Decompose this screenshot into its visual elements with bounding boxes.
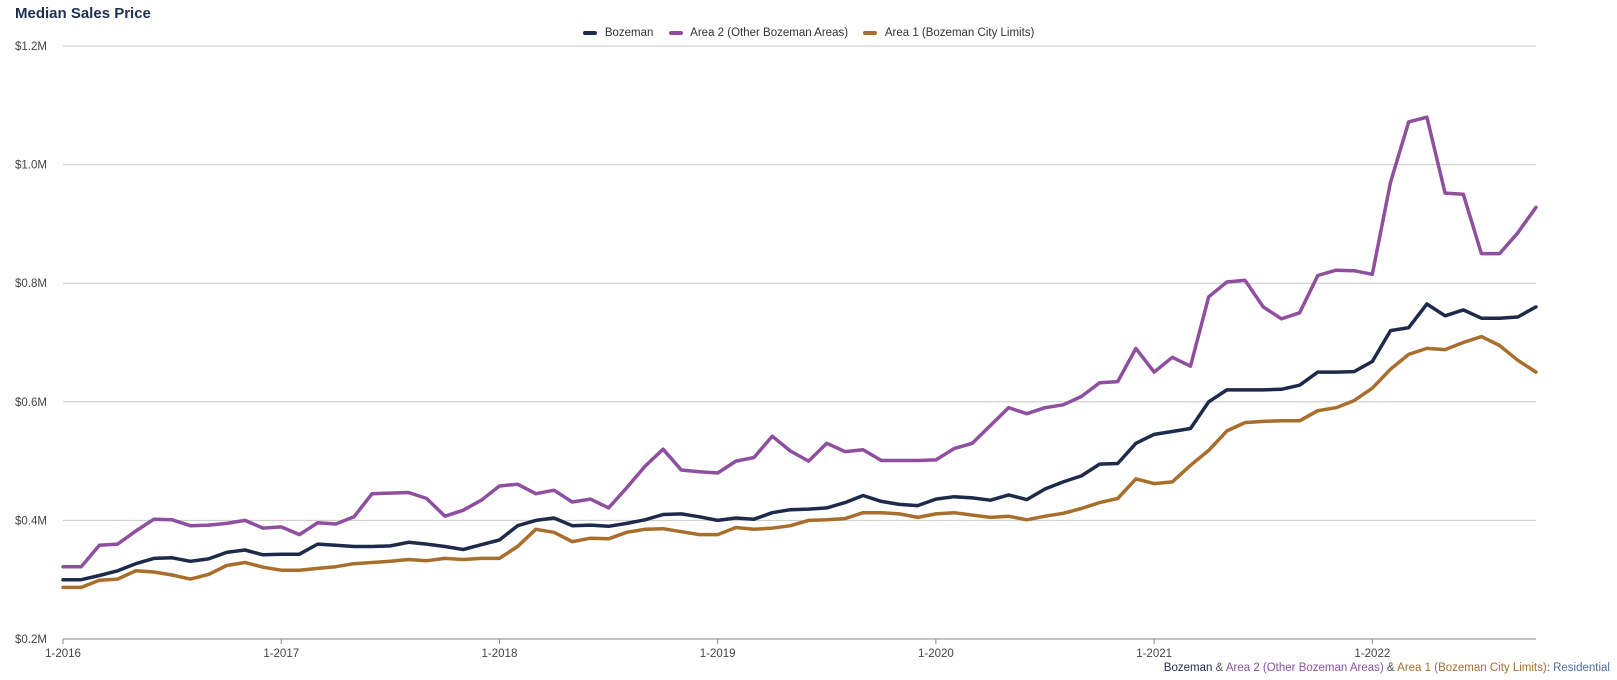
x-tick-label-1: 1-2017	[263, 648, 299, 660]
legend-label-bozeman: Bozeman	[604, 27, 654, 39]
x-tick-label-0: 1-2016	[45, 648, 81, 660]
y-tick-label-1: $0.4M	[15, 515, 47, 527]
grid-lines	[63, 45, 1536, 640]
legend-swatch-area-1	[863, 30, 878, 35]
footer-caption: Bozeman & Area 2 (Other Bozeman Areas) &…	[1164, 662, 1610, 674]
x-tick-label-2: 1-2018	[482, 648, 518, 660]
y-axis: $0.2M $0.4M $0.6M $0.8M $1.0M $1.2M	[15, 41, 47, 646]
caption-separator-1: &	[1212, 662, 1226, 674]
x-axis: 1-2016 1-2017 1-2018 1-2019 1-2020 1-2021 1-20…	[45, 639, 1390, 660]
x-tick-label-6: 1-2022	[1354, 648, 1390, 660]
legend-label-area-2: Area 2 (Other Bozeman Areas)	[690, 27, 849, 39]
caption-part-bozeman: Bozeman	[1163, 662, 1213, 674]
x-tick-label-4: 1-2020	[918, 648, 954, 660]
y-tick-label-4: $1.0M	[15, 160, 47, 172]
caption-part-area-2: Area 2 (Other Bozeman Areas)	[1225, 662, 1384, 674]
series-line-2	[61, 334, 1538, 590]
caption-part-residential: Residential	[1553, 662, 1610, 674]
caption-part-area-1: Area 1 (Bozeman City Limits)	[1397, 662, 1547, 674]
x-tick-label-5: 1-2021	[1136, 648, 1172, 660]
y-tick-label-3: $0.8M	[15, 278, 47, 290]
y-tick-label-5: $1.2M	[15, 41, 47, 53]
legend-item-bozeman[interactable]: Bozeman	[582, 27, 654, 39]
series-line-1	[61, 115, 1538, 569]
chart-title: Median Sales Price	[15, 5, 151, 22]
series-line-0	[61, 302, 1538, 582]
legend-item-area-1[interactable]: Area 1 (Bozeman City Limits)	[863, 27, 1034, 39]
x-tick-label-3: 1-2019	[700, 648, 736, 660]
series-lines	[61, 115, 1538, 590]
legend-item-area-2[interactable]: Area 2 (Other Bozeman Areas)	[668, 27, 849, 39]
caption-separator-2: &	[1383, 662, 1398, 674]
legend: Bozeman Area 2 (Other Bozeman Areas) Are…	[0, 27, 1617, 39]
legend-swatch-area-2	[668, 30, 683, 35]
legend-swatch-bozeman	[582, 30, 597, 35]
caption-separator-3: :	[1546, 662, 1554, 674]
legend-label-area-1: Area 1 (Bozeman City Limits)	[884, 27, 1035, 39]
y-tick-label-2: $0.6M	[15, 397, 47, 409]
y-tick-label-0: $0.2M	[15, 634, 47, 646]
